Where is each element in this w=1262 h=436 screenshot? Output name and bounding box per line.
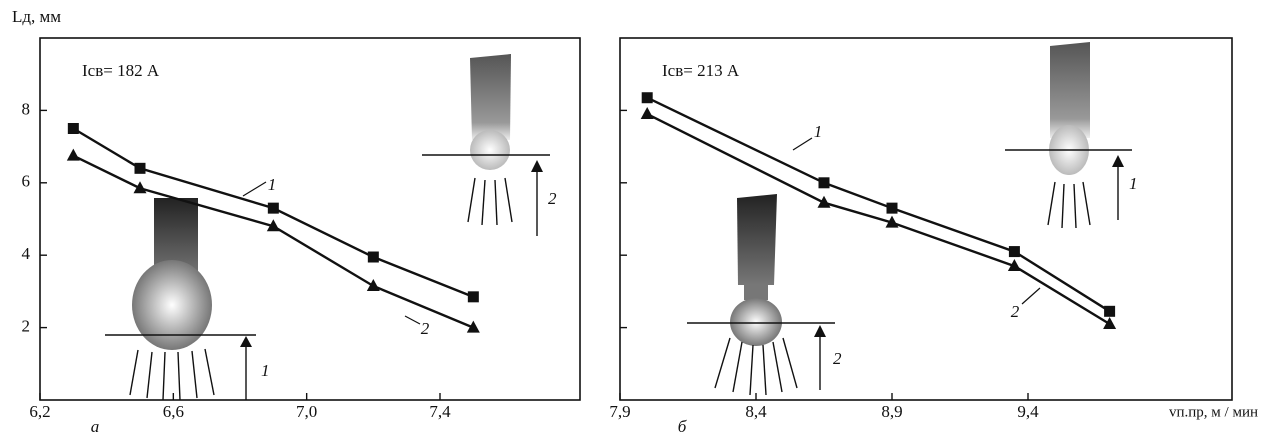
inset-label: 1 [261, 361, 270, 380]
y-axis-label: Lд, мм [12, 7, 61, 26]
data-point [368, 252, 379, 263]
inset-illustration [687, 42, 1132, 395]
series-label: 2 [421, 319, 430, 338]
y-tick-label: 6 [22, 172, 31, 191]
data-point [135, 163, 146, 174]
leader-line [243, 182, 266, 196]
data-point [642, 92, 653, 103]
data-point [268, 203, 279, 214]
data-point [1104, 306, 1115, 317]
data-point [641, 107, 654, 119]
inset-label: 2 [548, 189, 557, 208]
y-tick-label: 2 [22, 317, 31, 336]
panel-label: а [91, 417, 100, 436]
x-tick-label: 8,4 [745, 402, 767, 421]
x-axis-label: vп.пр, м / мин [1169, 404, 1258, 420]
series-line [647, 114, 1109, 324]
series-line [647, 98, 1109, 312]
series-label: 1 [814, 122, 823, 141]
x-tick-label: 7,4 [429, 402, 451, 421]
chart: 6,2 6,6 7,0 7,4 2 4 6 8 1 2 2 1 Iсв= 182 А а Lд, мм 7,9… [0, 0, 1262, 436]
series-label: 2 [1011, 302, 1020, 321]
inset-label: 1 [1129, 174, 1138, 193]
data-point [819, 177, 830, 188]
x-tick-label: 6,6 [163, 402, 184, 421]
leader-line [793, 138, 812, 150]
inset-label: 2 [833, 349, 842, 368]
series-label: 1 [268, 175, 277, 194]
x-tick-label: 9,4 [1017, 402, 1039, 421]
leader-line [1022, 288, 1040, 304]
annotation: Iсв= 182 А [82, 61, 160, 80]
data-point [1009, 246, 1020, 257]
data-point [68, 123, 79, 134]
x-tick-label: 7,9 [609, 402, 630, 421]
x-tick-label: 6,2 [29, 402, 50, 421]
data-point [887, 203, 898, 214]
y-tick-label: 4 [22, 244, 31, 263]
y-tick-label: 8 [22, 99, 31, 118]
data-point [468, 291, 479, 302]
x-tick-label: 8,9 [881, 402, 902, 421]
x-tick-label: 7,0 [296, 402, 317, 421]
annotation: Iсв= 213 А [662, 61, 740, 80]
data-point [1103, 317, 1116, 329]
inset-illustration [105, 54, 550, 400]
leader-line [405, 316, 420, 324]
data-point [67, 149, 80, 161]
panel-label: б [678, 417, 687, 436]
data-point [367, 279, 380, 291]
